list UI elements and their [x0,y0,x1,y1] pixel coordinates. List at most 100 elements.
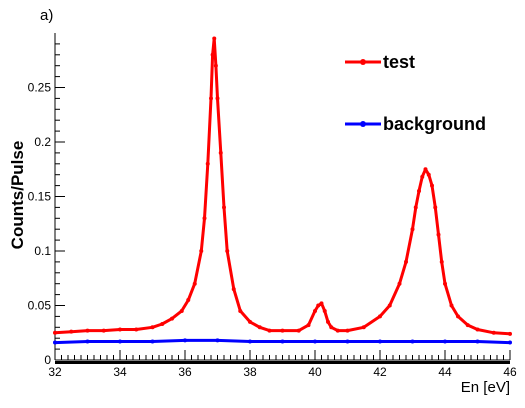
data-point [53,330,57,335]
data-point [101,328,106,333]
x-tick-label: 40 [308,365,322,379]
data-point [213,63,218,68]
data-point [326,319,330,324]
data-point [508,340,512,345]
data-point [186,298,191,303]
data-point [85,339,90,344]
data-point [345,328,350,333]
data-point [413,205,418,210]
plot-frame [54,33,510,361]
data-point [231,287,236,292]
data-point [329,325,334,330]
data-point [192,281,197,286]
panel-label: a) [40,7,54,24]
data-point [225,249,230,253]
data-point [183,338,187,343]
y-axis: 0 0.05 0.1 0.15 0.2 0.25 [28,43,65,367]
x-tick-label: 32 [48,365,62,379]
data-point [491,330,496,335]
data-point [449,303,454,308]
y-axis-label: Counts/Pulse [8,141,27,250]
data-point [205,161,210,166]
data-point [417,189,421,194]
series-line [54,36,511,336]
data-point [215,96,220,101]
data-point [267,328,272,333]
data-point [160,322,165,327]
data-point [257,325,262,330]
series-layer [53,36,512,345]
data-point [313,339,317,344]
data-point [248,319,252,324]
y-tick-label: 0 [44,353,51,367]
series-background [53,338,512,345]
data-point [433,205,438,210]
data-point [53,340,57,345]
x-tick-label: 46 [503,365,517,379]
data-point [456,314,460,319]
data-point [199,249,204,253]
data-point [397,281,402,286]
y-tick-label: 0.2 [34,135,51,149]
data-point [118,327,122,332]
data-point [443,339,447,344]
data-point [150,339,155,344]
legend-label: background [383,114,486,134]
data-point [202,216,207,221]
data-point [179,308,184,313]
data-point [436,232,441,237]
x-tick-label: 44 [438,365,452,379]
data-point [465,323,470,328]
data-point [345,339,350,344]
data-point [426,172,431,177]
data-point [150,325,155,330]
data-point [410,227,415,232]
legend: test background [345,52,486,134]
x-tick-label: 38 [243,365,257,379]
data-point [238,308,243,313]
legend-marker [360,121,366,127]
data-point [335,328,340,333]
data-point [306,323,311,328]
legend-label: test [383,52,415,72]
data-point [322,308,327,313]
data-point [170,316,174,321]
data-point [118,339,122,344]
data-point [210,52,215,57]
data-point [316,303,321,308]
data-point [410,339,415,344]
data-point [215,338,220,343]
x-axis: 32 34 36 38 40 42 44 46 [48,350,517,379]
data-point [361,325,366,330]
data-point [134,327,139,332]
data-point [404,259,408,264]
x-tick-label: 34 [113,365,127,379]
y-tick-label: 0.25 [28,81,52,95]
data-point [222,205,226,210]
legend-marker [360,59,366,65]
data-point [420,174,425,179]
data-point [212,36,217,41]
x-tick-label: 36 [178,365,192,379]
y-tick-label: 0.05 [28,299,52,313]
data-point [209,96,213,101]
data-point [443,281,447,286]
y-tick-label: 0.15 [28,190,52,204]
data-point [387,303,392,308]
data-point [378,339,382,344]
data-point [280,328,285,333]
data-point [378,314,382,319]
data-point [69,329,74,334]
data-point [296,328,301,333]
data-point [430,183,434,188]
x-axis-label: En [eV] [461,379,510,396]
data-point [85,328,90,333]
legend-item: test [345,52,415,72]
data-point [280,339,285,344]
data-point [248,339,252,344]
x-axis-band [55,361,510,364]
data-point [313,308,317,313]
data-point [508,331,512,336]
data-point [439,259,444,264]
